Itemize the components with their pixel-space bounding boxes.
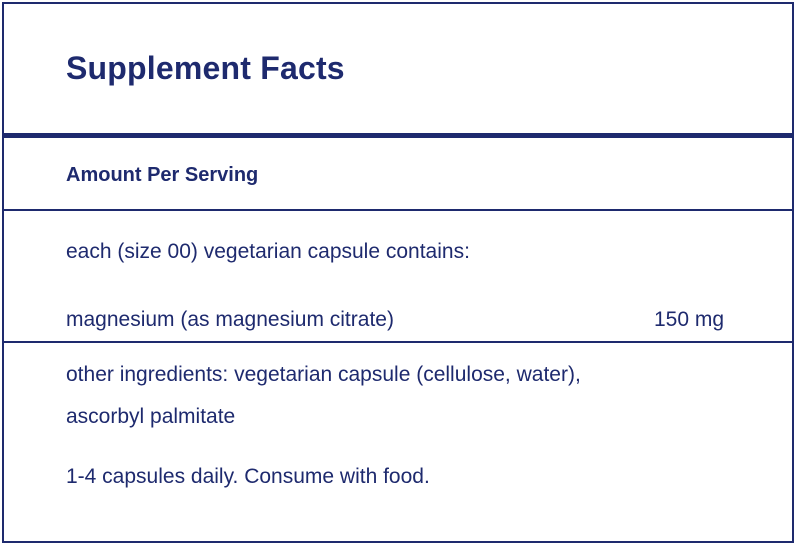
- other-ingredients-line-1: other ingredients: vegetarian capsule (c…: [66, 363, 581, 386]
- ingredient-amount: 150 mg: [654, 308, 725, 331]
- serving-divider: [4, 209, 792, 211]
- other-ingredients-line-2: ascorbyl palmitate: [66, 405, 236, 428]
- supplement-facts-panel: Supplement Facts Amount Per Serving each…: [2, 2, 794, 543]
- ingredients-divider: [4, 341, 792, 343]
- amount-per-serving-heading: Amount Per Serving: [66, 164, 259, 186]
- title-divider: [4, 133, 792, 138]
- ingredient-name: magnesium (as magnesium citrate): [66, 308, 394, 331]
- serving-description: each (size 00) vegetarian capsule contai…: [66, 240, 470, 263]
- directions-text: 1-4 capsules daily. Consume with food.: [66, 465, 430, 488]
- panel-title: Supplement Facts: [66, 50, 345, 86]
